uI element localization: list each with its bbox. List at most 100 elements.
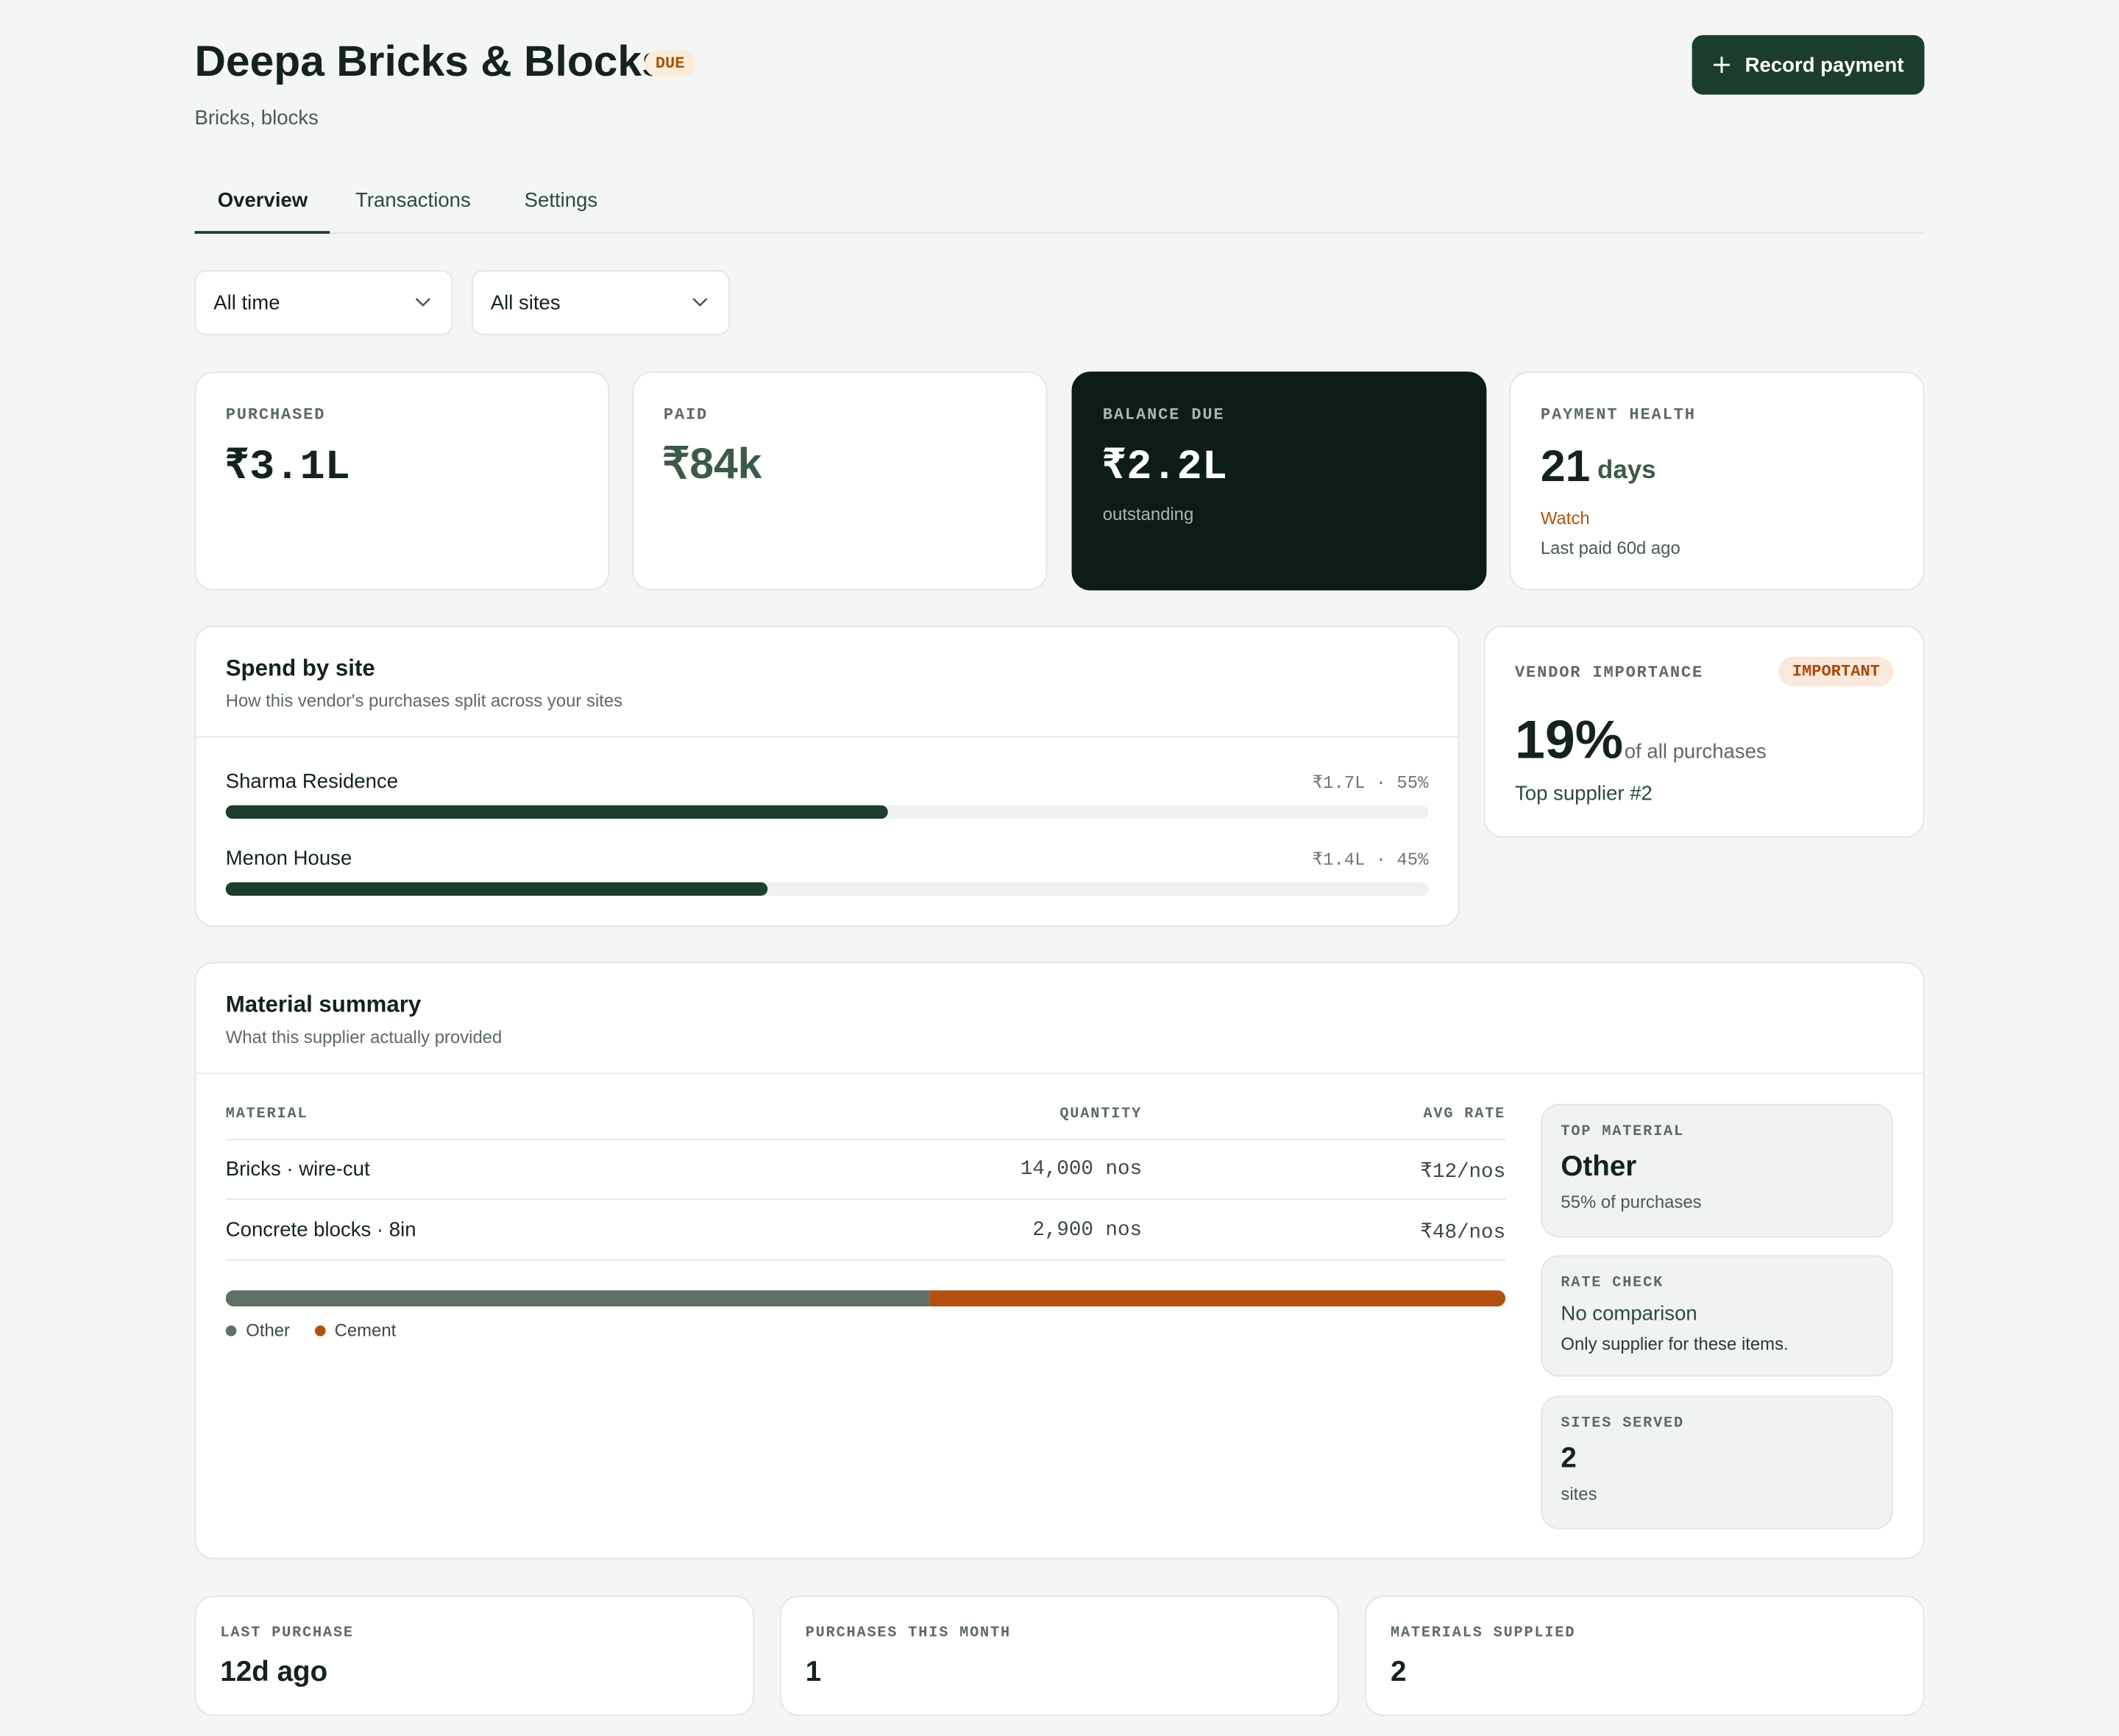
insight-note: Only supplier for these items. [1561, 1333, 1789, 1354]
material-quantity: 14,000 nos [1020, 1158, 1143, 1181]
stat-card: BALANCE DUE ₹2.2L outstanding [1071, 371, 1487, 591]
site-meta: ₹1.4L · 45% [1312, 850, 1429, 870]
stat-card: PURCHASED ₹3.1L [194, 371, 610, 591]
bar-track [225, 882, 1429, 896]
legend-item: Other [225, 1320, 291, 1341]
footer-stat: PURCHASES THIS MONTH 1 [779, 1596, 1340, 1716]
legend-swatch [225, 1324, 237, 1336]
insight-label: TOP MATERIAL [1561, 1124, 1684, 1141]
bar-track [225, 805, 1429, 819]
stat-value: 1 [805, 1656, 822, 1688]
legend: Other Cement [225, 1320, 396, 1341]
importance-badge: IMPORTANT [1778, 656, 1894, 687]
stat-label: PAYMENT HEALTH [1540, 405, 1696, 424]
stat-value: 21 [1540, 440, 1591, 491]
vendor-title: Deepa Bricks & Blocks [194, 36, 666, 85]
material-name: Concrete blocks · 8in [225, 1218, 416, 1242]
stat-value: 2 [1391, 1656, 1407, 1688]
site-meta: ₹1.7L · 55% [1312, 772, 1429, 794]
card-subtitle: What this supplier actually provided [225, 1026, 503, 1047]
material-rate: ₹48/nos [1420, 1221, 1506, 1245]
stat-label: PAID [663, 405, 709, 424]
legend-swatch [314, 1324, 325, 1336]
site-bar [225, 882, 767, 896]
site-name: Menon House [225, 847, 352, 870]
stat-note: outstanding [1102, 504, 1194, 524]
chevron [692, 298, 708, 307]
status-badge: DUE [645, 49, 696, 77]
card-title: Spend by site [225, 655, 375, 681]
importance-label: VENDOR IMPORTANCE [1514, 663, 1704, 683]
stat-note: Last paid 60d ago [1540, 538, 1680, 558]
insight-note: sites [1561, 1483, 1597, 1504]
insight-value: No comparison [1561, 1302, 1697, 1326]
column-header: QUANTITY [1060, 1106, 1143, 1123]
material-card: Material summary What this supplier actu… [194, 961, 1925, 1559]
table-row: Concrete blocks · 8in 2,900 nos ₹48/nos [225, 1200, 1506, 1261]
active-tab-underline [194, 231, 330, 234]
divider [196, 1072, 1923, 1075]
spend-card: Spend by site How this vendor's purchase… [194, 625, 1460, 928]
tab[interactable]: Settings [524, 189, 598, 213]
tab[interactable]: Overview [217, 189, 308, 213]
vendor-subtitle: Bricks, blocks [194, 107, 319, 130]
health-status: Watch [1540, 508, 1590, 529]
material-split-bar [225, 1290, 1506, 1307]
stat-value: 12d ago [220, 1656, 328, 1688]
footer-stat: LAST PURCHASE 12d ago [194, 1596, 754, 1716]
plus-icon [1714, 57, 1731, 74]
stat-label: BALANCE DUE [1102, 405, 1225, 424]
insight-label: RATE CHECK [1561, 1275, 1664, 1292]
insight-note: 55% of purchases [1561, 1192, 1702, 1212]
supplier-rank: Top supplier #2 [1514, 782, 1653, 805]
importance-card: VENDOR IMPORTANCE IMPORTANT 19% of all p… [1483, 625, 1925, 838]
card-title: Material summary [225, 992, 422, 1018]
filter-label: All sites [490, 291, 561, 315]
split-segment [929, 1290, 1506, 1307]
time-filter[interactable]: All time [194, 270, 453, 335]
importance-suffix: of all purchases [1624, 740, 1767, 764]
record-payment-button[interactable]: Record payment [1692, 35, 1925, 95]
table-header: MATERIAL QUANTITY AVG RATE [225, 1098, 1506, 1141]
split-segment [225, 1290, 930, 1307]
insight-card: TOP MATERIAL Other 55% of purchases [1540, 1103, 1894, 1238]
card-subtitle: How this vendor's purchases split across… [225, 690, 623, 711]
stat-value: ₹2.2L [1101, 444, 1227, 492]
material-quantity: 2,900 nos [1032, 1218, 1143, 1242]
tab[interactable]: Transactions [355, 189, 471, 213]
column-header: MATERIAL [225, 1106, 308, 1123]
table-row: Bricks · wire-cut 14,000 nos ₹12/nos [225, 1139, 1506, 1200]
tab-divider [194, 232, 1925, 234]
insight-label: SITES SERVED [1561, 1415, 1684, 1432]
insight-card: SITES SERVED 2 sites [1540, 1395, 1894, 1530]
site-bar [225, 805, 887, 819]
stat-label: PURCHASED [225, 405, 326, 424]
stat-value: ₹3.1L [224, 444, 350, 492]
importance-value: 19% [1514, 711, 1624, 770]
legend-label: Cement [334, 1320, 397, 1341]
filter-label: All time [213, 291, 280, 315]
insight-value: 2 [1561, 1442, 1577, 1474]
divider [196, 736, 1458, 738]
stat-unit: days [1597, 456, 1656, 485]
material-rate: ₹12/nos [1420, 1160, 1506, 1184]
footer-stat: MATERIALS SUPPLIED 2 [1365, 1596, 1925, 1716]
insight-value: Other [1561, 1150, 1637, 1183]
button-label: Record payment [1744, 53, 1904, 77]
chevron [415, 298, 430, 307]
stat-label: MATERIALS SUPPLIED [1391, 1625, 1576, 1642]
legend-label: Other [246, 1320, 291, 1341]
insight-card: RATE CHECK No comparison Only supplier f… [1540, 1255, 1894, 1377]
column-header: AVG RATE [1423, 1106, 1506, 1123]
stat-label: LAST PURCHASE [220, 1625, 354, 1642]
legend-item: Cement [314, 1320, 396, 1340]
material-name: Bricks · wire-cut [225, 1158, 370, 1181]
stat-value: ₹84k [662, 438, 762, 488]
stat-label: PURCHASES THIS MONTH [805, 1625, 1011, 1642]
stat-card: PAYMENT HEALTH 21 days Watch Last paid 6… [1509, 371, 1925, 591]
stat-card: PAID ₹84k [632, 371, 1048, 591]
site-filter[interactable]: All sites [472, 270, 730, 335]
